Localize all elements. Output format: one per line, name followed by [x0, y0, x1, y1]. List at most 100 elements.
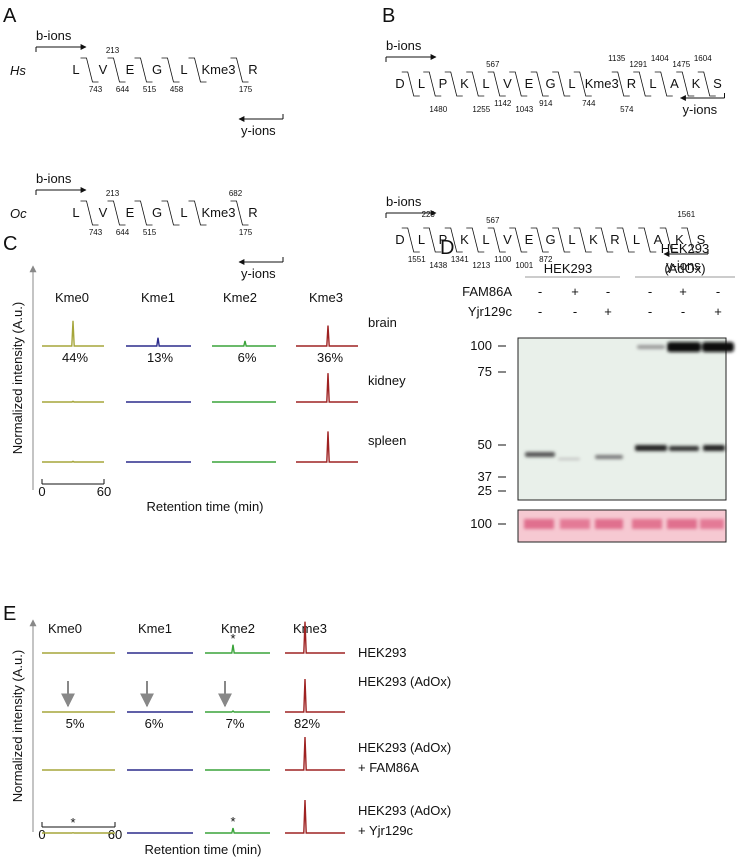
percentage: 5%	[66, 716, 85, 731]
cleavage	[633, 71, 652, 97]
y-ion-mass: 743	[89, 85, 103, 94]
band	[560, 519, 590, 529]
y-axis-label: Normalized intensity (A.u.)	[10, 302, 25, 454]
ponceau-bands	[524, 519, 724, 529]
y-ion-mass: 872	[539, 255, 553, 264]
band	[667, 342, 701, 352]
y-ion-mass: 1480	[429, 105, 447, 114]
y-ion-mass: 1438	[429, 261, 447, 270]
cleavage	[230, 200, 249, 226]
b-ion-mass: 1561	[677, 210, 695, 219]
y-ion-mass: 1142	[494, 99, 512, 108]
cleavage	[444, 227, 463, 253]
cleavage	[509, 227, 528, 253]
cleavage	[107, 57, 126, 83]
residue: R	[627, 76, 636, 91]
b-ion-mass: 1604	[694, 54, 712, 63]
residue: R	[610, 232, 619, 247]
residue: L	[649, 76, 656, 91]
chromatogram	[42, 460, 104, 463]
panel-label: A	[3, 5, 17, 27]
band	[524, 519, 554, 529]
cleavage	[401, 227, 420, 253]
residue: R	[248, 205, 257, 220]
y-ions-label: y-ions	[241, 123, 276, 138]
y-ions-label: y-ions	[241, 266, 276, 281]
y-ion-mass: 1213	[472, 261, 490, 270]
band	[595, 455, 623, 459]
band	[595, 519, 623, 529]
column-header: Kme0	[55, 290, 89, 305]
residue: A	[670, 76, 679, 91]
cleavage	[530, 227, 549, 253]
b-ion-mass: 567	[486, 60, 500, 69]
residue: G	[545, 232, 555, 247]
treatment-label: FAM86A	[462, 284, 512, 299]
residue: L	[72, 205, 79, 220]
column-header: Kme3	[309, 290, 343, 305]
mw-label: 75	[478, 364, 492, 379]
residue: L	[180, 205, 187, 220]
residue: S	[697, 232, 706, 247]
residue: V	[503, 232, 512, 247]
b-ion-mass: 1291	[629, 60, 647, 69]
y-ion-mass: 743	[89, 228, 103, 237]
lane-sign: -	[648, 284, 652, 299]
residue: R	[248, 62, 257, 77]
mw-label: 37	[478, 469, 492, 484]
panel-label: B	[382, 5, 395, 27]
residue: D	[395, 232, 404, 247]
cleavage	[423, 227, 442, 253]
residue: K	[460, 232, 469, 247]
residue: E	[126, 205, 135, 220]
cleavage	[80, 57, 99, 83]
chromatogram	[285, 678, 345, 713]
b-ions-label: b-ions	[386, 194, 422, 209]
cleavage	[134, 57, 153, 83]
band	[558, 458, 580, 460]
cleavage	[466, 227, 485, 253]
cleavage	[573, 71, 592, 97]
cleavage	[188, 57, 207, 83]
row-label: + FAM86A	[358, 760, 419, 775]
residue: E	[525, 232, 534, 247]
cleavage	[161, 57, 180, 83]
y-ion-mass: 1341	[451, 255, 469, 264]
mw-label: 100	[470, 338, 492, 353]
lane-sign: -	[573, 304, 577, 319]
band	[669, 446, 699, 451]
group-label: HEK293	[544, 261, 592, 276]
residue: L	[482, 76, 489, 91]
residue: P	[439, 232, 448, 247]
chromatogram	[205, 710, 270, 713]
cleavage	[595, 227, 614, 253]
residue: V	[503, 76, 512, 91]
cleavage	[697, 71, 716, 97]
residue: A	[654, 232, 663, 247]
lane-sign: -	[606, 284, 610, 299]
residue: G	[152, 205, 162, 220]
lane-sign: -	[648, 304, 652, 319]
treatment-label: Yjr129c	[468, 304, 513, 319]
band	[702, 342, 734, 352]
row-label: HEK293	[358, 645, 406, 660]
residue: D	[395, 76, 404, 91]
y-ion-mass: 515	[143, 85, 157, 94]
percentage: 6%	[145, 716, 164, 731]
residue: Kme3	[202, 205, 236, 220]
cleavage	[80, 200, 99, 226]
residue: L	[418, 76, 425, 91]
residue: V	[99, 205, 108, 220]
panel-label: D	[440, 237, 454, 259]
row-label: + Yjr129c	[358, 823, 414, 838]
x-tick-label: 60	[108, 827, 122, 842]
asterisk: *	[230, 814, 235, 829]
lane-sign: -	[681, 304, 685, 319]
cleavage	[552, 71, 571, 97]
row-label: brain	[368, 315, 397, 330]
column-header: Kme3	[293, 621, 327, 636]
y-axis-label: Normalized intensity (A.u.)	[10, 650, 25, 802]
y-ions-label: y-ions	[666, 258, 701, 273]
lane-sign: +	[679, 284, 687, 299]
cleavage	[230, 57, 249, 83]
